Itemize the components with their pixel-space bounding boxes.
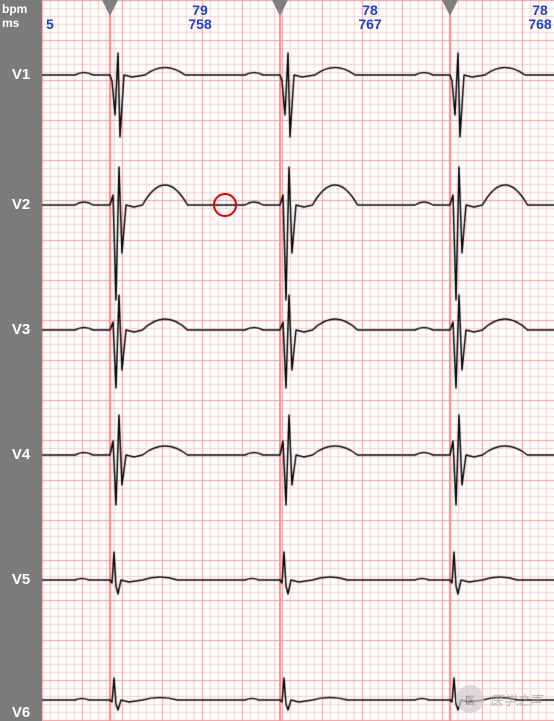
lead-label-V3: V3 <box>0 321 42 338</box>
beat-marker-0 <box>102 0 118 16</box>
watermark-icon: 医 <box>456 685 484 713</box>
watermark-text: 医学之声 <box>490 690 542 709</box>
ms-value-0: 758 <box>180 16 220 32</box>
beat-marker-1 <box>272 0 288 16</box>
unit-ms: ms <box>2 16 19 30</box>
lead-sidebar: bpm ms <box>0 0 42 721</box>
lead-label-V2: V2 <box>0 196 42 213</box>
ms-value-2: 768 <box>520 16 554 32</box>
lead-label-V1: V1 <box>0 66 42 83</box>
lead-label-V5: V5 <box>0 571 42 588</box>
lead-label-V4: V4 <box>0 446 42 463</box>
lead-label-V6: V6 <box>0 704 42 721</box>
unit-bpm: bpm <box>2 2 27 16</box>
beat-marker-2 <box>442 0 458 16</box>
ms-value-1: 767 <box>350 16 390 32</box>
watermark: 医 医学之声 <box>456 685 542 713</box>
ecg-canvas <box>0 0 554 721</box>
annotation-circle <box>213 193 237 217</box>
hr-truncated: 5 <box>46 16 54 32</box>
